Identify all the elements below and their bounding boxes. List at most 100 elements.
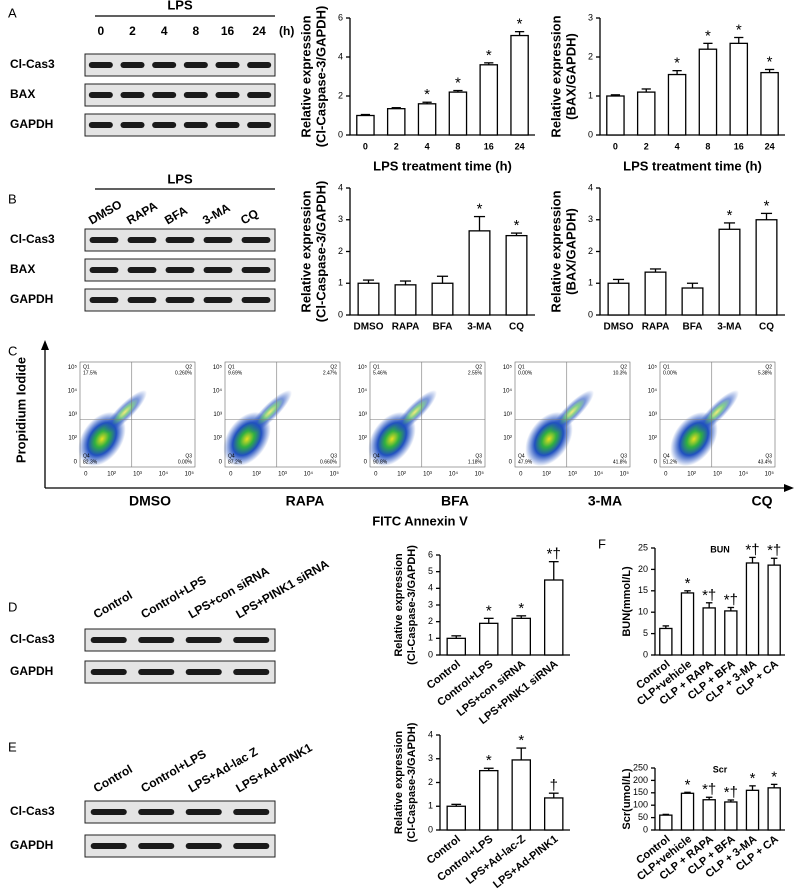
quadrant-label: Q1	[83, 364, 90, 370]
quadrant-percent: 10.3%	[613, 370, 628, 376]
panel-letter: B	[8, 191, 17, 206]
flow-y-tick: 10²	[503, 436, 512, 442]
blot-band	[138, 843, 175, 849]
y-tick-label: 100	[633, 800, 648, 810]
blot-band	[120, 92, 145, 98]
y-tick-label: 4	[428, 583, 433, 593]
quadrant-label: Q2	[185, 364, 192, 370]
y-tick-label: 2	[338, 90, 343, 100]
blot-band	[152, 122, 177, 128]
flow-y-tick: 0	[74, 459, 78, 465]
quadrant-label: Q3	[765, 453, 772, 459]
significance-mark: *†	[724, 591, 738, 608]
blot-band	[138, 669, 175, 675]
flow-y-tick: 10⁴	[503, 387, 513, 394]
blot-band	[241, 237, 271, 243]
significance-mark: *	[486, 47, 492, 64]
y-tick-label: 0	[643, 824, 648, 834]
flow-y-tick: 10⁴	[358, 387, 368, 394]
x-tick-label: 3-MA	[717, 322, 741, 333]
flow-x-tick: 10³	[713, 472, 722, 478]
significance-mark: *†	[547, 546, 561, 563]
blot-band	[90, 843, 127, 849]
flow-y-tick: 10²	[358, 436, 367, 442]
bar	[680, 792, 695, 831]
bar	[505, 234, 528, 316]
panel-letter: A	[8, 5, 17, 20]
bar	[356, 114, 375, 136]
flow-y-tick: 10⁵	[358, 364, 368, 371]
lane-label: DMSO	[86, 197, 124, 227]
y-tick-label: 200	[633, 775, 648, 785]
quadrant-percent: 0.00%	[178, 459, 193, 465]
flow-y-tick: 10⁴	[68, 387, 78, 394]
y-tick-label: 1	[428, 633, 433, 643]
blot-band	[241, 297, 271, 303]
lane-label: 3-MA	[200, 200, 233, 227]
flow-x-tick: 0	[84, 472, 88, 478]
bar	[478, 622, 499, 656]
blot-band	[247, 62, 272, 68]
significance-mark: *	[771, 768, 777, 785]
quadrant-percent: 51.2%	[663, 459, 678, 465]
bar	[724, 610, 738, 656]
flow-x-tick: 0	[229, 472, 233, 478]
significance-mark: *†	[767, 542, 781, 559]
blot-header: LPS	[167, 0, 193, 12]
blot-band	[215, 62, 240, 68]
blot-band	[247, 92, 272, 98]
chart-title: BUN	[710, 544, 730, 554]
x-tick-label: 4	[425, 141, 430, 151]
bar	[760, 71, 779, 136]
y-tick-label: 4	[428, 729, 433, 739]
quadrant-label: Q4	[373, 453, 380, 459]
blot-band	[233, 637, 270, 643]
row-label: Cl-Cas3	[10, 804, 55, 818]
flow-x-tick: 10³	[278, 472, 287, 478]
y-tick-label: 5	[428, 566, 433, 576]
y-tick-label: 0	[428, 649, 433, 659]
blot-band	[89, 237, 119, 243]
blot-strip	[84, 800, 276, 824]
blot-band	[127, 237, 157, 243]
x-tick-label: DMSO	[354, 322, 384, 333]
bar	[606, 95, 625, 136]
y-tick-label: 150	[633, 787, 648, 797]
quadrant-percent: 5.46%	[373, 370, 388, 376]
bar	[510, 34, 529, 136]
flow-y-tick: 10⁴	[213, 387, 223, 394]
flow-y-label: Propidium Iodide	[13, 357, 28, 463]
y-tick-label: 25	[638, 542, 648, 552]
quadrant-percent: 90.8%	[373, 459, 388, 465]
y-tick-label: 20	[638, 564, 648, 574]
flow-x-tick: 10³	[133, 472, 142, 478]
blot-band	[90, 809, 127, 815]
flow-y-tick: 10²	[648, 436, 657, 442]
flow-condition: BFA	[441, 493, 469, 509]
flow-x-tick: 10²	[107, 472, 116, 478]
flow-x-tick: 10⁵	[330, 471, 340, 478]
significance-mark: †	[550, 777, 558, 794]
x-tick-label: 3-MA	[467, 322, 491, 333]
row-label: GAPDH	[10, 292, 53, 306]
x-tick-label: RAPA	[642, 322, 670, 333]
flow-x-tick: 10²	[252, 472, 261, 478]
quadrant-label: Q4	[83, 453, 90, 459]
significance-mark: *	[518, 732, 524, 749]
quadrant-label: Q4	[518, 453, 525, 459]
blot-band	[88, 92, 113, 98]
quadrant-label: Q2	[765, 364, 772, 370]
y-axis-label: Relative expression	[393, 553, 405, 657]
blot-strip	[84, 113, 276, 137]
flow-y-tick: 10³	[358, 412, 367, 418]
x-tick-label: 0	[613, 141, 618, 151]
flow-condition: DMSO	[129, 493, 171, 509]
lane-label: 16	[221, 24, 235, 38]
quadrant-percent: 2.47%	[323, 370, 338, 376]
y-tick-label: 1	[588, 278, 593, 288]
x-tick-label: 16	[734, 141, 744, 151]
flow-y-tick: 10⁵	[503, 364, 513, 371]
blot-band	[247, 122, 272, 128]
event-cloud	[695, 390, 739, 434]
significance-mark: *	[727, 207, 733, 224]
